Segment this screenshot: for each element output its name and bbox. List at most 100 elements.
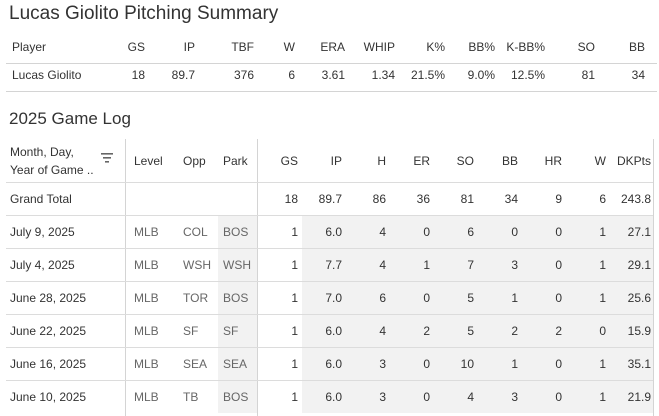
summary-header-era[interactable]: ERA <box>320 40 345 54</box>
cell-level: MLB <box>134 324 159 338</box>
header-opp[interactable]: Opp <box>183 154 206 168</box>
summary-header-w[interactable]: W <box>283 40 295 54</box>
cell-hr: 0 <box>555 225 562 239</box>
cell-park: BOS <box>223 390 249 404</box>
cell-dkpts: 15.9 <box>627 324 651 338</box>
cell-er: 36 <box>416 192 430 206</box>
header-gs[interactable]: GS <box>280 154 298 168</box>
cell-w: 1 <box>599 258 606 272</box>
cell-dkpts: 27.1 <box>627 225 651 239</box>
cell-ip: 6.0 <box>325 225 342 239</box>
header-park[interactable]: Park <box>223 154 248 168</box>
summary-value-player: Lucas Giolito <box>12 68 82 82</box>
cell-dkpts: 29.1 <box>627 258 651 272</box>
table-row[interactable]: June 16, 2025 MLB SEA SEA 1 6.0 3 0 10 1 0 1 35.1 <box>0 347 659 380</box>
cell-bb: 0 <box>511 225 518 239</box>
column-divider <box>257 139 258 416</box>
summary-header-gs[interactable]: GS <box>127 40 145 54</box>
summary-value-w: 6 <box>288 68 295 82</box>
cell-dkpts: 25.6 <box>627 291 651 305</box>
cell-h: 3 <box>379 390 386 404</box>
column-divider <box>125 139 126 416</box>
cell-er: 2 <box>423 324 430 338</box>
table-row[interactable]: July 9, 2025 MLB COL BOS 1 6.0 4 0 6 0 0 1 27.1 <box>0 215 659 248</box>
header-h[interactable]: H <box>377 154 386 168</box>
summary-header-so[interactable]: SO <box>577 40 595 54</box>
sort-descending-icon[interactable] <box>101 153 113 163</box>
cell-ip: 7.7 <box>325 258 342 272</box>
summary-header-bb[interactable]: BB <box>628 40 645 54</box>
header-w[interactable]: W <box>594 154 606 168</box>
cell-bb: 1 <box>511 357 518 371</box>
header-hr[interactable]: HR <box>544 154 562 168</box>
cell-date: June 22, 2025 <box>10 324 87 338</box>
cell-gs: 1 <box>291 324 298 338</box>
cell-h: 4 <box>379 324 386 338</box>
cell-er: 0 <box>423 357 430 371</box>
park-cell-shade <box>218 282 257 314</box>
stats-cell-shade <box>302 282 653 314</box>
header-date-line1[interactable]: Month, Day, <box>10 145 74 159</box>
cell-bb: 2 <box>511 324 518 338</box>
summary-divider <box>6 63 657 64</box>
table-row[interactable]: June 22, 2025 MLB SF SF 1 6.0 4 2 5 2 2 0 15.9 <box>0 314 659 347</box>
header-so[interactable]: SO <box>456 154 474 168</box>
header-level[interactable]: Level <box>134 154 163 168</box>
cell-hr: 2 <box>555 324 562 338</box>
summary-header-bb-pct[interactable]: BB% <box>468 40 495 54</box>
table-row[interactable]: June 10, 2025 MLB TB BOS 1 6.0 3 0 4 3 0 1 21.9 <box>0 380 659 413</box>
summary-value-bb: 34 <box>631 68 645 82</box>
summary-header-tbf[interactable]: TBF <box>231 40 254 54</box>
park-cell-shade <box>218 216 257 248</box>
stats-cell-shade <box>302 249 653 281</box>
summary-header-k-pct[interactable]: K% <box>426 40 445 54</box>
table-row[interactable]: July 4, 2025 MLB WSH WSH 1 7.7 4 1 7 3 0 1 29.1 <box>0 248 659 281</box>
summary-value-so: 81 <box>581 68 595 82</box>
header-ip[interactable]: IP <box>330 154 342 168</box>
summary-header-ip[interactable]: IP <box>183 40 195 54</box>
table-row[interactable]: June 28, 2025 MLB TOR BOS 1 7.0 6 0 5 1 0 1 25.6 <box>0 281 659 314</box>
summary-header-player[interactable]: Player <box>12 40 47 54</box>
cell-w: 1 <box>599 357 606 371</box>
cell-so: 5 <box>467 324 474 338</box>
stats-cell-shade <box>302 216 653 248</box>
cell-so: 6 <box>467 225 474 239</box>
cell-h: 4 <box>379 225 386 239</box>
cell-ip: 6.0 <box>325 390 342 404</box>
cell-hr: 0 <box>555 357 562 371</box>
cell-park: BOS <box>223 225 249 239</box>
summary-value-k-pct: 21.5% <box>410 68 445 82</box>
cell-level: MLB <box>134 258 159 272</box>
cell-gs: 1 <box>291 258 298 272</box>
cell-park: SEA <box>223 357 248 371</box>
cell-opp: SF <box>183 324 199 338</box>
summary-header-k-bb-pct[interactable]: K-BB% <box>506 40 545 54</box>
cell-hr: 0 <box>555 291 562 305</box>
cell-date: Grand Total <box>10 192 72 206</box>
summary-value-bb-pct: 9.0% <box>467 68 495 82</box>
grand-total-row[interactable]: Grand Total 18 89.7 86 36 81 34 9 6 243.8 <box>0 182 659 215</box>
cell-ip: 6.0 <box>325 324 342 338</box>
cell-er: 0 <box>423 291 430 305</box>
cell-park: SF <box>223 324 239 338</box>
cell-hr: 9 <box>555 192 562 206</box>
header-date-line2[interactable]: Year of Game .. <box>10 163 94 177</box>
summary-table: Player GS IP TBF W ERA WHIP K% BB% K-BB% SO BB Luca… <box>0 36 659 92</box>
header-dkpts[interactable]: DKPts <box>616 154 651 168</box>
cell-w: 1 <box>599 225 606 239</box>
header-bb[interactable]: BB <box>501 154 518 168</box>
cell-bb: 34 <box>504 192 518 206</box>
cell-opp: SEA <box>183 357 208 371</box>
cell-gs: 1 <box>291 357 298 371</box>
cell-so: 5 <box>467 291 474 305</box>
cell-gs: 1 <box>291 225 298 239</box>
cell-opp: COL <box>183 225 208 239</box>
cell-gs: 18 <box>284 192 298 206</box>
header-er[interactable]: ER <box>413 154 430 168</box>
cell-date: June 10, 2025 <box>10 390 87 404</box>
cell-opp: TB <box>183 390 199 404</box>
cell-er: 0 <box>423 390 430 404</box>
cell-ip: 7.0 <box>325 291 342 305</box>
summary-value-ip: 89.7 <box>171 68 195 82</box>
summary-header-whip[interactable]: WHIP <box>363 40 395 54</box>
